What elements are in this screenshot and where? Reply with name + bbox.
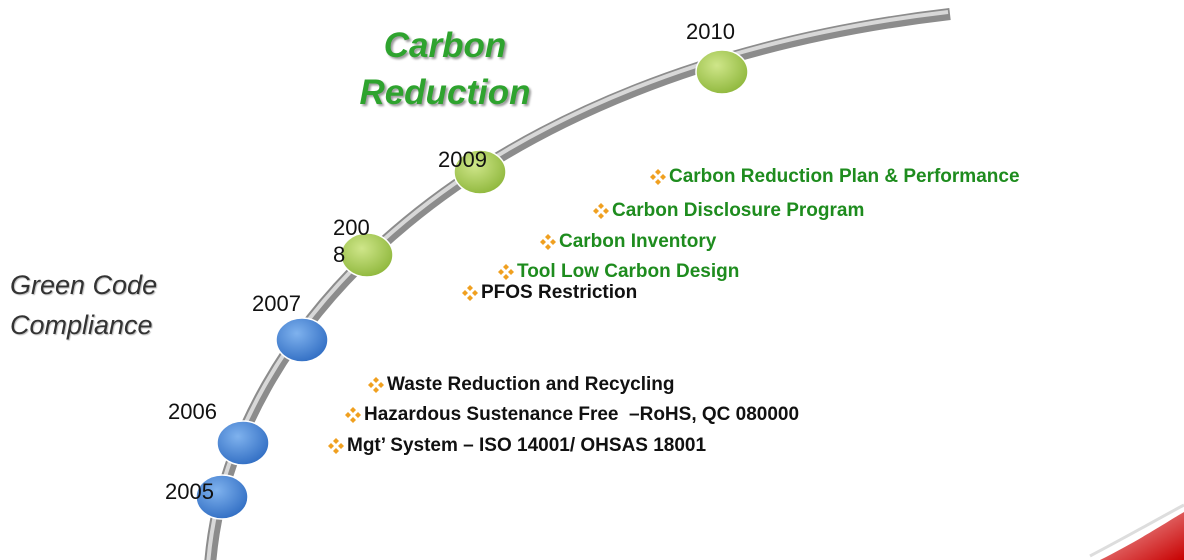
- bullet-diamond: [598, 213, 604, 219]
- bullet-diamond: [655, 169, 661, 175]
- year-node: [340, 232, 394, 278]
- year-label: 2010: [686, 19, 735, 44]
- compliance-item: Hazardous Sustenance Free –RoHS, QC 0800…: [345, 404, 799, 426]
- compliance-item: PFOS Restriction: [462, 282, 637, 304]
- bullet-diamond: [540, 239, 546, 245]
- bullet-diamond: [373, 387, 379, 393]
- bullet-icon: [593, 203, 609, 219]
- item-text: Carbon Inventory: [559, 231, 717, 252]
- bullet-diamond: [660, 174, 666, 180]
- item-text: PFOS Restriction: [481, 282, 638, 303]
- bullet-icon: [462, 285, 478, 301]
- bullet-diamond: [467, 285, 473, 291]
- compliance-heading: Green Code Compliance: [10, 270, 158, 340]
- bullet-diamond: [593, 208, 599, 214]
- year-label: 2008: [333, 215, 370, 267]
- year-label: 2009: [438, 147, 487, 172]
- corner-swoosh: [1100, 512, 1184, 560]
- bullet-diamond: [503, 274, 509, 280]
- year-node: [275, 317, 329, 363]
- bullet-diamond: [545, 244, 551, 250]
- bullet-diamond: [503, 264, 509, 270]
- carbon-item: Tool Low Carbon Design: [498, 261, 739, 283]
- carbon-item: Carbon Reduction Plan & Performance: [650, 166, 1020, 188]
- bullet-diamond: [462, 290, 468, 296]
- item-text: Hazardous Sustenance Free –RoHS, QC 0800…: [364, 404, 800, 425]
- corner-swoosh-edge: [1089, 503, 1184, 558]
- bullet-diamond: [472, 290, 478, 296]
- bullet-diamond: [350, 417, 356, 423]
- bullet-diamond: [498, 269, 504, 275]
- carbon-heading: Carbon Reduction: [359, 26, 531, 112]
- bullet-diamond: [333, 438, 339, 444]
- bullet-icon: [540, 234, 556, 250]
- year-node: [195, 474, 249, 520]
- year-node: [453, 149, 507, 195]
- bullet-diamond: [338, 443, 344, 449]
- bullet-diamond: [650, 174, 656, 180]
- year-node: [216, 420, 270, 466]
- carbon-item: Carbon Inventory: [540, 231, 716, 253]
- bullet-diamond: [373, 377, 379, 383]
- bullet-diamond: [350, 407, 356, 413]
- item-text: Mgt’ System – ISO 14001/ OHSAS 18001: [347, 435, 707, 456]
- item-text: Waste Reduction and Recycling: [387, 374, 675, 395]
- year-label: 2007: [252, 291, 301, 316]
- carbon-item: Carbon Disclosure Program: [593, 200, 864, 222]
- bullet-diamond: [545, 234, 551, 240]
- bullet-diamond: [355, 412, 361, 418]
- bullet-diamond: [508, 269, 514, 275]
- bullet-diamond: [328, 443, 334, 449]
- compliance-item: Mgt’ System – ISO 14001/ OHSAS 18001: [328, 435, 706, 457]
- bullet-diamond: [345, 412, 351, 418]
- year-label: 2006: [168, 399, 217, 424]
- bullet-icon: [368, 377, 384, 393]
- bullet-diamond: [368, 382, 374, 388]
- bullet-diamond: [603, 208, 609, 214]
- bullet-diamond: [655, 179, 661, 185]
- year-node: [695, 49, 749, 95]
- bullet-icon: [498, 264, 514, 280]
- item-text: Carbon Reduction Plan & Performance: [669, 166, 1020, 187]
- item-text: Carbon Disclosure Program: [612, 200, 865, 221]
- bullet-icon: [650, 169, 666, 185]
- compliance-item: Waste Reduction and Recycling: [368, 374, 675, 396]
- bullet-diamond: [598, 203, 604, 209]
- bullet-diamond: [550, 239, 556, 245]
- year-label: 2005: [165, 479, 214, 504]
- bullet-diamond: [467, 295, 473, 301]
- bullet-diamond: [378, 382, 384, 388]
- item-text: Tool Low Carbon Design: [517, 261, 740, 282]
- bullet-diamond: [333, 448, 339, 454]
- bullet-icon: [328, 438, 344, 454]
- bullet-icon: [345, 407, 361, 423]
